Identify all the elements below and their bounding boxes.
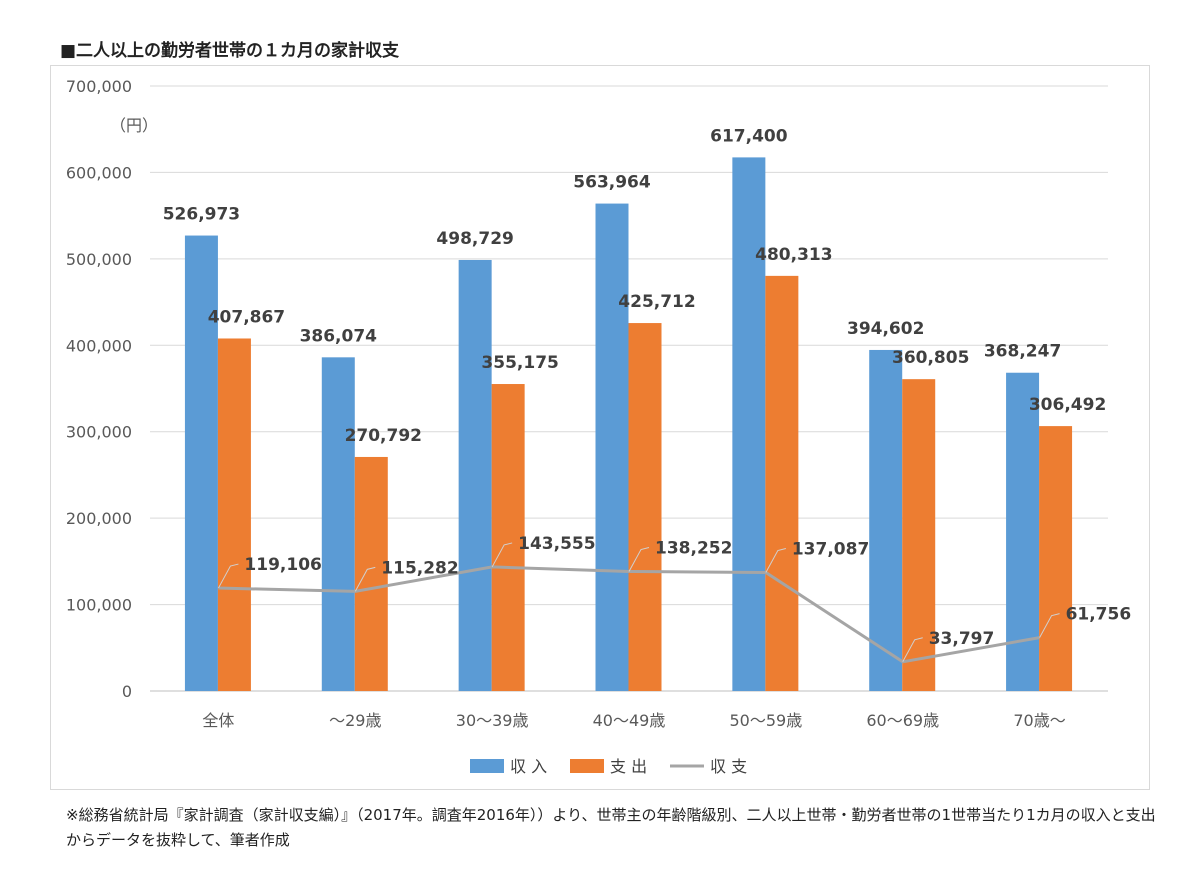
income-data-label: 498,729 bbox=[436, 229, 513, 249]
balance-data-label: 137,087 bbox=[792, 540, 869, 560]
expense-bar bbox=[491, 384, 525, 691]
expense-bar bbox=[217, 338, 251, 691]
y-tick-label: 700,000 bbox=[66, 77, 132, 96]
income-data-label: 617,400 bbox=[710, 126, 788, 146]
balance-leader-line bbox=[491, 542, 513, 568]
y-tick-label: 0 bbox=[122, 682, 132, 701]
balance-data-label: 115,282 bbox=[381, 558, 458, 578]
income-data-label: 394,602 bbox=[847, 319, 924, 339]
expense-data-label: 407,867 bbox=[208, 307, 285, 327]
income-data-label: 563,964 bbox=[573, 173, 651, 193]
legend-expense-swatch bbox=[570, 759, 604, 773]
y-tick-label: 400,000 bbox=[66, 336, 132, 355]
balance-leader-line bbox=[765, 548, 786, 573]
x-category-label: 50～59歳 bbox=[729, 711, 802, 730]
chart-title: ■二人以上の勤労者世帯の１カ月の家計収支 bbox=[60, 41, 400, 61]
expense-data-label: 480,313 bbox=[755, 245, 832, 265]
balance-leader-line bbox=[217, 563, 239, 589]
income-bar bbox=[732, 157, 766, 691]
y-tick-label: 600,000 bbox=[66, 163, 132, 182]
expense-bar bbox=[1039, 426, 1073, 691]
balance-data-label: 61,756 bbox=[1066, 605, 1132, 625]
expense-bar bbox=[628, 323, 662, 691]
expense-bar bbox=[354, 456, 388, 691]
income-data-label: 526,973 bbox=[163, 205, 240, 225]
household-budget-chart: 0 100,000 200,000 300,000 400,000 500,000 600,… bbox=[66, 77, 1132, 776]
legend-expense-label: 支 出 bbox=[610, 757, 647, 776]
x-category-label: 40～49歳 bbox=[593, 711, 666, 730]
y-tick-label: 100,000 bbox=[66, 596, 132, 615]
balance-data-label: 138,252 bbox=[655, 539, 732, 559]
balance-data-label: 119,106 bbox=[244, 555, 321, 575]
x-category-label: ～29歳 bbox=[329, 711, 381, 730]
balance-leader-line bbox=[1039, 613, 1060, 638]
y-unit-label: （円） bbox=[110, 116, 158, 135]
y-tick-label: 200,000 bbox=[66, 509, 132, 528]
x-category-label: 全体 bbox=[202, 711, 234, 730]
income-data-label: 368,247 bbox=[984, 342, 1061, 362]
balance-leader-line bbox=[354, 566, 376, 592]
source-footnote: ※総務省統計局『家計調査（家計収支編）』（2017年。調査年2016年））より、… bbox=[66, 806, 1156, 849]
expense-data-label: 425,712 bbox=[618, 292, 695, 312]
income-bar bbox=[595, 203, 629, 691]
income-bar bbox=[869, 349, 903, 691]
income-bar bbox=[458, 259, 492, 691]
y-tick-label: 300,000 bbox=[66, 423, 132, 442]
expense-data-label: 355,175 bbox=[481, 353, 558, 373]
income-bar bbox=[184, 235, 218, 691]
expense-data-label: 360,805 bbox=[892, 348, 969, 368]
legend-income-label: 収 入 bbox=[510, 757, 547, 776]
income-data-label: 386,074 bbox=[300, 326, 378, 346]
balance-leader-line bbox=[902, 637, 923, 663]
legend-income-swatch bbox=[470, 759, 504, 773]
y-tick-label: 500,000 bbox=[66, 250, 132, 269]
chart-frame bbox=[50, 65, 1150, 790]
x-category-label: 30～39歳 bbox=[456, 711, 529, 730]
balance-leader-line bbox=[628, 547, 650, 572]
income-bar bbox=[321, 357, 355, 691]
expense-data-label: 270,792 bbox=[345, 426, 422, 446]
balance-data-label: 143,555 bbox=[518, 534, 595, 554]
expense-data-label: 306,492 bbox=[1029, 395, 1106, 415]
x-category-label: 70歳～ bbox=[1013, 711, 1065, 730]
legend-balance-label: 収 支 bbox=[710, 757, 747, 776]
x-category-label: 60～69歳 bbox=[866, 711, 939, 730]
expense-bar bbox=[765, 275, 799, 691]
balance-data-label: 33,797 bbox=[929, 629, 995, 649]
